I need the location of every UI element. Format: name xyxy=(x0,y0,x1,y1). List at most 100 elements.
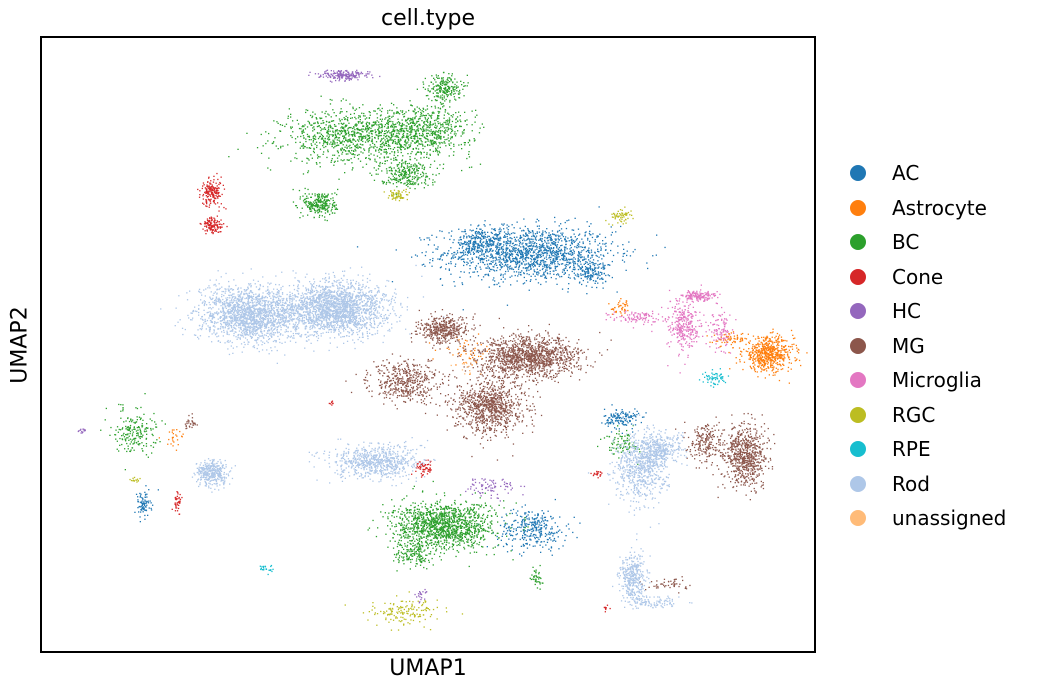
point xyxy=(385,135,387,138)
point xyxy=(344,124,347,126)
point xyxy=(539,533,541,535)
point xyxy=(755,349,758,351)
point xyxy=(453,145,455,147)
point xyxy=(784,357,786,359)
point xyxy=(492,236,495,238)
point xyxy=(787,357,790,359)
point xyxy=(349,103,351,105)
point xyxy=(764,364,766,367)
point xyxy=(365,135,367,137)
point xyxy=(588,259,590,261)
point xyxy=(726,336,728,338)
point xyxy=(339,140,341,143)
point xyxy=(344,130,346,133)
point xyxy=(572,229,575,231)
point xyxy=(351,131,353,133)
point xyxy=(473,253,475,255)
point xyxy=(466,243,468,246)
point xyxy=(336,142,338,144)
point xyxy=(426,153,428,156)
point xyxy=(605,242,607,244)
point xyxy=(420,134,423,137)
point xyxy=(468,151,470,153)
point xyxy=(510,253,513,255)
point xyxy=(438,137,440,140)
point xyxy=(571,241,573,243)
point xyxy=(474,121,476,123)
point xyxy=(376,155,379,157)
point xyxy=(538,265,540,267)
point xyxy=(545,261,547,263)
point xyxy=(345,137,347,139)
point xyxy=(479,232,481,235)
point xyxy=(503,259,505,261)
point xyxy=(409,134,411,136)
point xyxy=(269,169,272,171)
point xyxy=(741,351,743,353)
point xyxy=(417,118,420,120)
point xyxy=(552,540,554,542)
point xyxy=(308,135,310,137)
point xyxy=(757,366,760,368)
point xyxy=(370,132,373,135)
point xyxy=(350,141,352,143)
point xyxy=(237,148,239,150)
point xyxy=(316,209,319,211)
point xyxy=(391,116,393,118)
point xyxy=(492,249,494,252)
point xyxy=(448,269,450,271)
point xyxy=(498,231,500,233)
point xyxy=(757,337,759,339)
point xyxy=(466,237,468,239)
point xyxy=(550,532,552,535)
point xyxy=(769,346,771,348)
point xyxy=(304,146,306,148)
point xyxy=(398,133,401,135)
point xyxy=(323,128,325,130)
point xyxy=(527,252,529,254)
point xyxy=(603,272,605,275)
point xyxy=(567,523,570,525)
point xyxy=(331,212,334,214)
point xyxy=(509,241,511,243)
point xyxy=(426,138,429,140)
point xyxy=(497,253,499,256)
point xyxy=(339,111,342,113)
point xyxy=(558,250,561,252)
point xyxy=(141,501,143,504)
point xyxy=(463,254,465,256)
point xyxy=(574,246,576,248)
point xyxy=(584,246,586,248)
point xyxy=(466,264,468,266)
point xyxy=(462,309,464,311)
point xyxy=(759,343,761,345)
point xyxy=(567,237,569,239)
point xyxy=(554,522,556,524)
point xyxy=(550,244,552,246)
point xyxy=(329,121,331,123)
point xyxy=(469,276,472,278)
point xyxy=(459,276,461,278)
point xyxy=(352,139,354,141)
point xyxy=(362,137,364,139)
point xyxy=(442,254,444,256)
point xyxy=(525,254,527,256)
point xyxy=(601,422,603,424)
point xyxy=(499,264,502,267)
point xyxy=(525,270,528,272)
point xyxy=(570,258,573,260)
point xyxy=(438,141,440,144)
point xyxy=(483,255,485,257)
point xyxy=(591,286,593,288)
point xyxy=(763,340,766,342)
point xyxy=(524,512,526,514)
point xyxy=(308,139,310,141)
point xyxy=(565,246,567,248)
point xyxy=(312,111,314,113)
point xyxy=(531,523,533,525)
point xyxy=(463,362,465,364)
point xyxy=(525,251,528,253)
point xyxy=(553,255,555,257)
point xyxy=(350,117,352,119)
point xyxy=(752,362,754,365)
